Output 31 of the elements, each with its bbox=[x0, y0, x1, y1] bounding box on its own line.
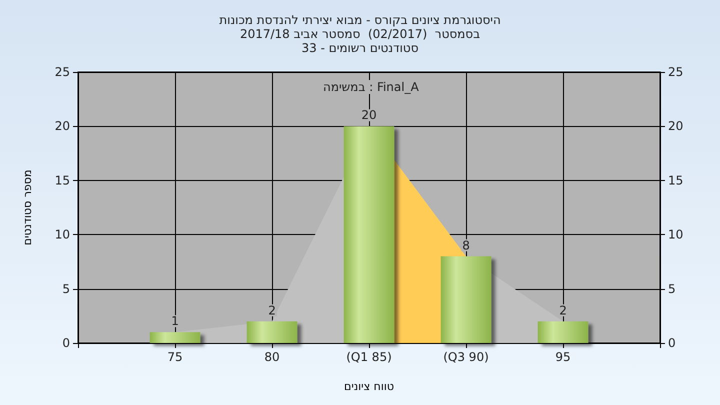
y2-tick-label: 10 bbox=[668, 228, 684, 242]
y-tick-label: 10 bbox=[54, 228, 70, 242]
bar bbox=[344, 126, 394, 343]
data-label: 8 bbox=[462, 238, 470, 252]
y-tick-label: 25 bbox=[54, 65, 70, 79]
data-label: 2 bbox=[268, 303, 276, 318]
y-tick-label: 0 bbox=[62, 336, 70, 350]
y-tick-label: 5 bbox=[62, 282, 70, 296]
y-tick-label: 15 bbox=[54, 173, 70, 188]
x-tick-label: 75 bbox=[167, 350, 183, 364]
y2-tick-label: 0 bbox=[668, 336, 676, 350]
y-axis-title: מספר סטודנטים bbox=[21, 170, 34, 246]
y2-tick-label: 20 bbox=[668, 119, 684, 134]
bar bbox=[150, 332, 200, 343]
bar bbox=[440, 256, 492, 343]
data-label: 1 bbox=[171, 314, 179, 328]
y-tick-label: 20 bbox=[54, 119, 70, 134]
y2-tick-label: 5 bbox=[668, 282, 676, 296]
x-tick-label: (Q1 85) bbox=[346, 350, 392, 364]
y2-tick-label: 15 bbox=[668, 173, 684, 188]
y2-tick-label: 25 bbox=[668, 65, 684, 79]
annotation: במשימה : Final_A bbox=[323, 80, 420, 94]
data-label: 20 bbox=[361, 108, 377, 122]
x-axis-title: טווח ציונים bbox=[344, 380, 394, 393]
data-label: 2 bbox=[559, 303, 567, 318]
x-tick-label: (Q3 90) bbox=[443, 350, 489, 364]
bar bbox=[246, 321, 298, 343]
x-tick-label: 95 bbox=[555, 350, 571, 364]
chart-title: היסטוגרמת ציונים בקורס - מבוא יצירתי להנדסת מכונות בסמסטר (02/2017) סמסטר אביב 2017/18 סטודנטים רשומים - 33 bbox=[219, 13, 501, 55]
x-tick-label: 80 bbox=[264, 350, 280, 364]
bar bbox=[538, 321, 588, 343]
